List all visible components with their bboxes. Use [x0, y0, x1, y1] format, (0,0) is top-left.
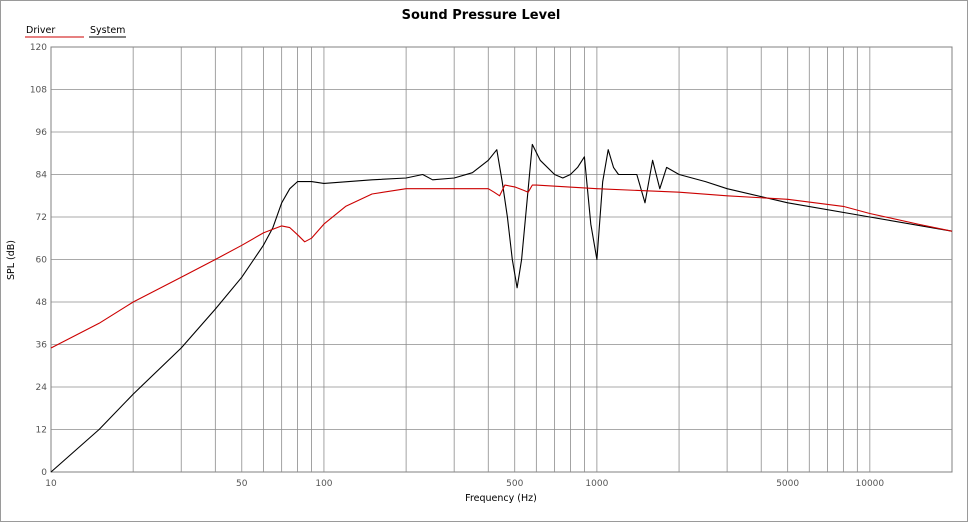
x-tick-label: 10000 — [856, 479, 885, 489]
y-axis-label: SPL (dB) — [6, 240, 17, 280]
x-tick-label: 100 — [315, 479, 332, 489]
series-line-driver — [50, 184, 953, 349]
legend-system-label: System — [90, 25, 125, 36]
series-line-system — [50, 143, 953, 473]
y-tick-label: 108 — [30, 86, 47, 96]
x-tick-labels: 10 50 100 500 1000 5000 10000 — [45, 479, 884, 489]
y-tick-labels: 0 12 24 36 48 60 72 84 96 108 120 — [30, 43, 47, 478]
y-tick-label: 0 — [41, 468, 47, 478]
series-layer — [50, 143, 953, 473]
chart-title: Sound Pressure Level — [402, 8, 561, 23]
y-tick-label: 96 — [36, 128, 48, 138]
x-axis-label: Frequency (Hz) — [465, 493, 537, 504]
legend-driver-label: Driver — [26, 25, 55, 36]
x-tick-label: 50 — [236, 479, 248, 489]
y-tick-label: 84 — [36, 171, 48, 181]
y-tick-label: 24 — [36, 383, 48, 393]
x-tick-label: 5000 — [776, 479, 799, 489]
legend: Driver System — [25, 25, 126, 38]
y-tick-label: 72 — [36, 213, 47, 223]
x-tick-label: 1000 — [585, 479, 608, 489]
y-tick-label: 48 — [36, 298, 48, 308]
y-tick-label: 120 — [30, 43, 47, 53]
y-tick-label: 12 — [36, 426, 47, 436]
x-tick-label: 500 — [506, 479, 523, 489]
y-tick-label: 36 — [36, 341, 48, 351]
y-gridlines — [51, 89, 952, 430]
y-tick-label: 60 — [36, 256, 48, 266]
x-tick-label: 10 — [45, 479, 57, 489]
